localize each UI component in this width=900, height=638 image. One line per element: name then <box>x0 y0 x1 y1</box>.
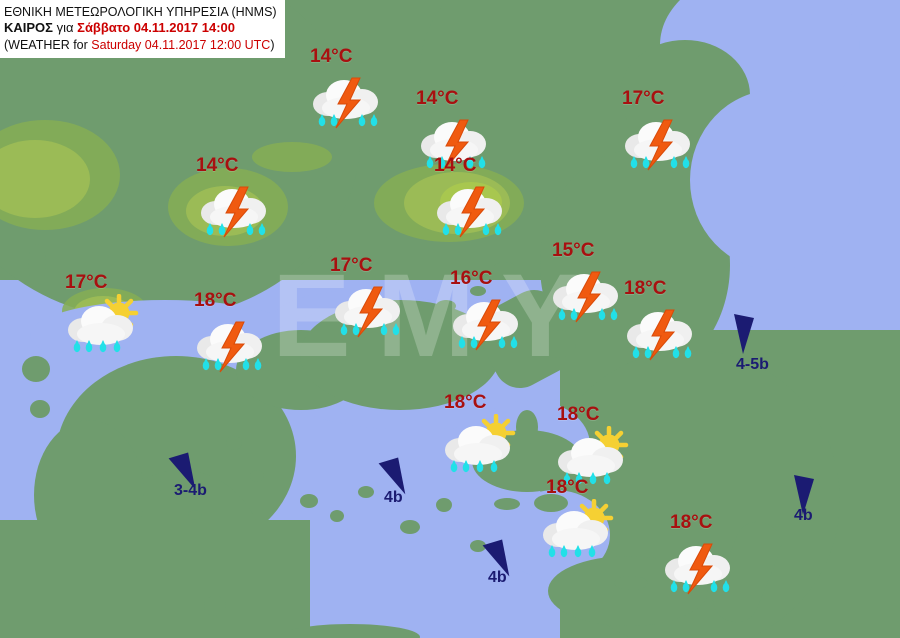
island-limnos <box>492 262 518 278</box>
wind-speed-label: 4-5b <box>736 356 769 373</box>
island-ikaria <box>494 498 520 510</box>
island-lesvos <box>540 330 576 358</box>
temperature-label: 14°C <box>310 46 353 67</box>
island-cyclades-5 <box>436 498 452 512</box>
island-sporades-2 <box>470 286 486 296</box>
island-cyclades-1 <box>300 494 318 508</box>
island-kefalonia <box>22 356 50 382</box>
island-samos <box>534 494 568 512</box>
thunderstorm-icon <box>540 262 636 323</box>
island-cyclades-7 <box>250 470 264 482</box>
title-line-weather-greek: ΚΑΙΡΟΣ για Σάββατο 04.11.2017 14:00 <box>4 20 277 37</box>
landmass-peloponnese-block <box>0 520 310 638</box>
wind-speed-label: 4b <box>488 569 507 586</box>
island-sporades-1 <box>436 300 456 312</box>
island-cyclades-2 <box>330 510 344 522</box>
island-cyclades-9 <box>188 510 202 520</box>
thunderstorm-icon <box>300 68 396 129</box>
temperature-label: 14°C <box>416 88 459 109</box>
sun-cloud-rain-icon <box>55 293 151 353</box>
sun-cloud-rain-icon <box>432 413 528 473</box>
island-kythira <box>204 596 226 616</box>
title-line-organisation: ΕΘΝΙΚΗ ΜΕΤΕΩΡΟΛΟΓΙΚΗ ΥΠΗΡΕΣΙΑ (HNMS) <box>4 5 277 19</box>
wind-speed-label: 4b <box>794 507 813 524</box>
thunderstorm-icon <box>614 300 710 361</box>
island-zakynthos <box>30 400 50 418</box>
wind-direction-arrow-icon <box>162 450 202 503</box>
temperature-label: 16°C <box>450 268 493 289</box>
sun-cloud-rain-icon <box>530 498 626 558</box>
temperature-label: 17°C <box>330 255 373 276</box>
wind-speed-label: 4b <box>384 489 403 506</box>
wind-direction-arrow-icon <box>476 537 516 590</box>
title-datetime-english: Saturday 04.11.2017 12:00 UTC <box>91 37 271 52</box>
temperature-label: 18°C <box>670 512 713 533</box>
title-weather-english-prefix: (WEATHER for <box>4 37 88 52</box>
island-kos <box>614 576 648 590</box>
thunderstorm-icon <box>408 110 504 171</box>
thunderstorm-icon <box>184 312 280 373</box>
temperature-label: 14°C <box>434 155 477 176</box>
temperature-label: 15°C <box>552 240 595 261</box>
wind-direction-arrow-icon <box>726 312 766 365</box>
title-datetime-greek: Σάββατο 04.11.2017 14:00 <box>77 20 235 35</box>
temperature-label: 18°C <box>624 278 667 299</box>
wind-speed-label: 3-4b <box>174 482 207 499</box>
thunderstorm-icon <box>322 277 418 338</box>
island-corfu <box>28 244 46 284</box>
sea-aegean-ne <box>690 90 860 270</box>
island-cyclades-4 <box>400 520 420 534</box>
temperature-label: 18°C <box>557 404 600 425</box>
thunderstorm-icon <box>424 177 520 238</box>
thunderstorm-icon <box>612 110 708 171</box>
temperature-label: 17°C <box>622 88 665 109</box>
wind-direction-arrow-icon <box>786 473 826 526</box>
title-weather-label: ΚΑΙΡΟΣ <box>4 20 53 35</box>
title-for-label: για <box>56 20 74 35</box>
temperature-label: 18°C <box>444 392 487 413</box>
thunderstorm-icon <box>188 177 284 238</box>
thunderstorm-icon <box>652 534 748 595</box>
island-cyclades-8 <box>160 470 182 500</box>
wind-direction-arrow-icon <box>372 455 412 508</box>
island-crete-west <box>280 624 420 638</box>
title-paren-close: ) <box>270 37 275 52</box>
island-cyclades-3 <box>358 486 374 498</box>
island-cyclades-6 <box>470 540 486 552</box>
sun-cloud-rain-icon <box>545 425 641 485</box>
temperature-label: 18°C <box>194 290 237 311</box>
island-saronic-1 <box>226 436 242 450</box>
title-line-weather-english: (WEATHER for Saturday 04.11.2017 12:00 U… <box>4 37 277 53</box>
highland-north-central <box>252 142 332 172</box>
temperature-label: 17°C <box>65 272 108 293</box>
title-box: ΕΘΝΙΚΗ ΜΕΤΕΩΡΟΛΟΓΙΚΗ ΥΠΗΡΕΣΙΑ (HNMS) ΚΑΙ… <box>0 0 285 58</box>
temperature-label: 18°C <box>546 477 589 498</box>
thunderstorm-icon <box>440 290 536 351</box>
temperature-label: 14°C <box>196 155 239 176</box>
island-chios <box>516 410 538 444</box>
highland-northwest-core <box>0 140 90 218</box>
